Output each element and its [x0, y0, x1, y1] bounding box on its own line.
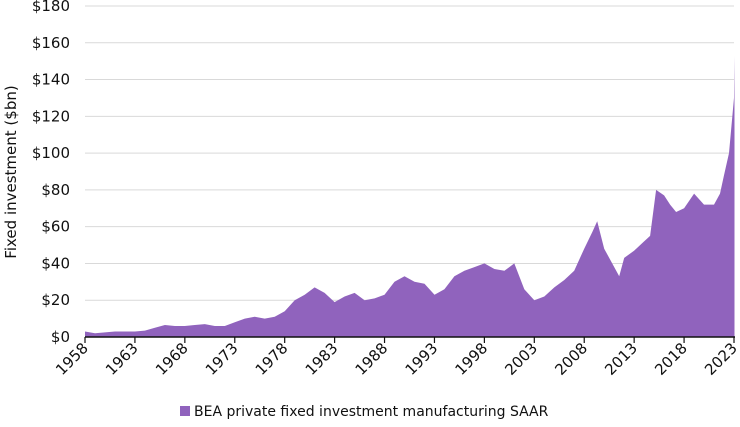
- legend: BEA private fixed investment manufacturi…: [180, 404, 549, 420]
- x-tick-label: 2013: [601, 339, 641, 379]
- y-axis-label: Fixed investment ($bn): [2, 85, 20, 258]
- gridlines: [85, 5, 734, 301]
- x-tick-label: 1998: [451, 339, 491, 379]
- y-tick-label: $0: [51, 328, 70, 346]
- x-tick-label: 2023: [701, 339, 740, 379]
- x-tick-label: 1978: [252, 339, 292, 379]
- series-area: [85, 55, 735, 337]
- y-tick-label: $20: [41, 291, 70, 309]
- x-axis: 1958 1963 1968 1973 1978 1983 1988 1993 1998 2003…: [52, 336, 740, 379]
- y-tick-label: $100: [32, 144, 70, 162]
- y-tick-label: $160: [32, 34, 70, 52]
- x-tick-label: 2008: [551, 339, 591, 379]
- legend-swatch: [180, 406, 190, 416]
- y-tick-label: $180: [32, 0, 70, 15]
- y-tick-label: $140: [32, 71, 70, 89]
- y-tick-label: $120: [32, 107, 70, 125]
- x-tick-label: 2003: [501, 339, 541, 379]
- x-tick-label: 2018: [651, 339, 691, 379]
- x-tick-label: 1983: [302, 339, 342, 379]
- x-tick-label: 1968: [152, 339, 192, 379]
- x-tick-label: 1963: [102, 339, 142, 379]
- y-tick-label: $80: [41, 181, 70, 199]
- y-tick-label: $40: [41, 254, 70, 272]
- x-tick-label: 1993: [402, 339, 442, 379]
- y-axis-ticks: $0 $20 $40 $60 $80 $100 $120 $140 $160 $180: [32, 0, 70, 346]
- legend-label: BEA private fixed investment manufacturi…: [194, 404, 549, 420]
- x-tick-label: 1988: [352, 339, 392, 379]
- y-tick-label: $60: [41, 218, 70, 236]
- x-tick-label: 1973: [202, 339, 242, 379]
